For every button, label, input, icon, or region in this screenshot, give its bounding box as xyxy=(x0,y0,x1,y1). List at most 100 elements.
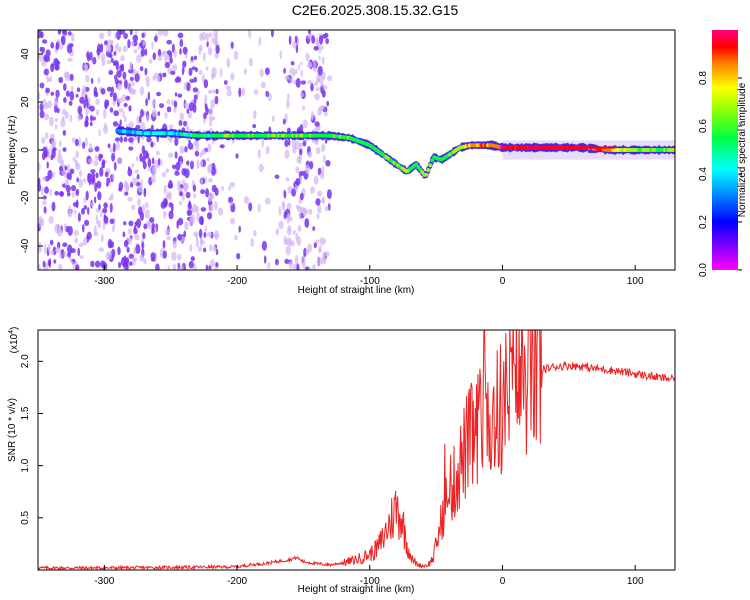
noise-speck xyxy=(128,261,133,266)
noise-speck xyxy=(327,75,333,82)
noise-speck xyxy=(316,213,320,220)
noise-speck xyxy=(119,30,126,35)
noise-speck xyxy=(59,191,64,196)
noise-speck xyxy=(317,65,323,76)
noise-speck xyxy=(96,180,102,189)
noise-speck xyxy=(184,221,189,231)
noise-speck xyxy=(207,89,213,95)
noise-speck xyxy=(79,96,85,104)
noise-speck xyxy=(157,111,161,116)
snr-frame xyxy=(37,329,676,571)
noise-speck xyxy=(225,85,232,91)
noise-speck xyxy=(118,187,122,192)
noise-speck xyxy=(139,85,145,96)
noise-speck xyxy=(181,168,187,176)
noise-speck xyxy=(109,218,115,225)
noise-speck xyxy=(39,82,45,89)
noise-speck xyxy=(63,30,68,36)
noise-speck xyxy=(123,102,128,108)
noise-speck xyxy=(189,78,195,83)
noise-speck xyxy=(295,178,301,186)
noise-speck xyxy=(305,52,310,62)
noise-speck xyxy=(294,141,300,150)
noise-speck xyxy=(292,71,295,78)
noise-speck xyxy=(203,112,207,120)
noise-speck xyxy=(151,227,155,235)
noise-speck xyxy=(209,119,213,127)
noise-speck xyxy=(170,70,176,76)
noise-speck xyxy=(302,208,308,215)
noise-speck xyxy=(109,92,113,97)
noise-speck xyxy=(57,241,61,249)
noise-speck xyxy=(100,88,106,95)
noise-speck xyxy=(173,49,177,59)
snr-series-line xyxy=(38,330,675,570)
noise-speck xyxy=(82,85,87,96)
noise-speck xyxy=(125,95,131,101)
noise-speck xyxy=(127,168,133,177)
noise-speck xyxy=(182,60,187,68)
noise-speck xyxy=(141,145,146,155)
y-tick-label: 1.0 xyxy=(20,458,31,472)
noise-speck xyxy=(300,92,304,98)
y-tick-label: 0.5 xyxy=(20,510,31,524)
noise-speck xyxy=(114,137,121,142)
noise-speck xyxy=(292,264,297,270)
noise-speck xyxy=(96,54,101,60)
noise-speck xyxy=(154,35,158,43)
noise-speck xyxy=(89,105,95,112)
noise-speck xyxy=(318,55,321,61)
noise-speck xyxy=(130,81,135,87)
noise-speck xyxy=(304,266,310,270)
noise-speck xyxy=(44,132,49,140)
noise-speck xyxy=(160,201,166,209)
noise-speck xyxy=(196,159,200,170)
noise-speck xyxy=(103,215,109,224)
noise-speck xyxy=(310,113,314,121)
noise-speck xyxy=(313,59,317,68)
noise-speck xyxy=(106,59,112,65)
noise-speck xyxy=(102,207,108,214)
noise-speck xyxy=(77,105,83,115)
noise-speck xyxy=(221,185,224,191)
noise-speck xyxy=(186,160,190,166)
noise-speck xyxy=(139,66,144,72)
noise-speck xyxy=(76,177,80,183)
noise-speck xyxy=(119,119,122,126)
noise-speck xyxy=(157,55,162,62)
noise-speck xyxy=(83,237,88,246)
noise-speck xyxy=(116,30,121,40)
noise-speck xyxy=(142,232,146,240)
noise-speck xyxy=(175,161,181,171)
noise-speck xyxy=(52,171,56,178)
noise-speck xyxy=(47,169,53,180)
noise-speck xyxy=(61,108,67,115)
noise-speck xyxy=(250,238,255,247)
noise-speck xyxy=(318,35,324,45)
noise-speck xyxy=(53,58,59,67)
noise-speck xyxy=(69,168,75,175)
noise-speck xyxy=(39,110,45,119)
colorbar-ticks: 0.0 0.2 0.4 0.6 0.8 xyxy=(698,71,742,277)
noise-speck xyxy=(49,116,54,127)
noise-speck xyxy=(300,192,304,201)
noise-speck xyxy=(320,82,325,87)
noise-speck xyxy=(257,203,261,213)
noise-speck xyxy=(207,143,212,153)
noise-speck xyxy=(320,171,325,180)
noise-speck xyxy=(67,252,72,258)
noise-speck xyxy=(168,124,174,131)
noise-speck xyxy=(261,240,267,251)
noise-speck xyxy=(49,133,55,140)
noise-speck xyxy=(123,32,128,40)
noise-speck xyxy=(38,264,41,270)
noise-speck xyxy=(230,41,234,49)
noise-speck xyxy=(223,80,228,85)
noise-speck xyxy=(131,163,135,168)
noise-speck xyxy=(67,57,73,62)
x-tick-label: -100 xyxy=(360,276,380,287)
noise-speck xyxy=(108,70,114,75)
noise-speck xyxy=(75,150,79,159)
noise-speck xyxy=(69,43,74,48)
noise-speck xyxy=(208,115,213,122)
